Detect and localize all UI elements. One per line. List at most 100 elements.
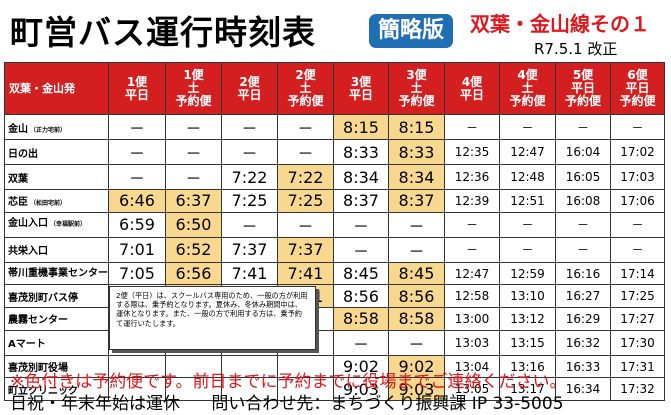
time-cell: 7:41 bbox=[221, 261, 278, 286]
stop-name: 金山 （正力宅前） bbox=[4, 114, 109, 140]
time-cell: 8:58 bbox=[388, 307, 445, 331]
time-cell: 17:03 bbox=[610, 164, 665, 190]
trip-number: 1便 bbox=[126, 74, 148, 89]
stop-label: 双葉 bbox=[8, 173, 28, 185]
time-cell: 17:25 bbox=[610, 284, 665, 309]
stop-label: 喜茂別町役場 bbox=[8, 363, 68, 375]
stop-sublabel: （松田宅前） bbox=[30, 200, 67, 208]
col-header-1: 1便 平日 bbox=[108, 62, 166, 115]
time-cell: 17:06 bbox=[610, 189, 665, 213]
time-cell: 17:32 bbox=[610, 377, 665, 402]
trip-type: 土 bbox=[299, 81, 312, 95]
edition-badge: 簡略版 bbox=[369, 14, 453, 48]
time-cell: － bbox=[108, 139, 166, 165]
time-cell: － bbox=[555, 211, 611, 238]
time-cell: 17:31 bbox=[610, 354, 665, 379]
time-cell: － bbox=[388, 236, 445, 263]
time-cell: 16:27 bbox=[555, 284, 611, 309]
time-cell: 6:50 bbox=[165, 211, 222, 238]
time-cell: 8:56 bbox=[333, 284, 389, 309]
time-cell: 8:34 bbox=[388, 164, 445, 190]
time-cell: 16:33 bbox=[555, 354, 611, 379]
time-cell: － bbox=[108, 164, 166, 190]
time-cell: － bbox=[165, 164, 222, 190]
trip-type: 土 bbox=[410, 81, 423, 95]
time-cell: － bbox=[444, 236, 500, 263]
corner-header: 双葉・金山発 bbox=[4, 62, 109, 115]
time-cell: 17:30 bbox=[610, 329, 665, 356]
time-cell: 13:03 bbox=[444, 329, 500, 356]
col-header-4: 2便土予約便 bbox=[277, 62, 334, 115]
time-cell: － bbox=[444, 114, 500, 140]
table-row: 喜茂別町バス停7:157:067:517:518:568:5612:5813:1… bbox=[4, 284, 665, 309]
time-cell: － bbox=[333, 236, 389, 263]
stop-sublabel: （幸福駅前） bbox=[50, 221, 87, 229]
trip-number: 2便 bbox=[239, 74, 260, 89]
time-cell: 17:14 bbox=[610, 261, 665, 286]
col-header-3: 2便 平日 bbox=[221, 62, 278, 115]
time-cell: － bbox=[277, 139, 334, 165]
time-cell: 7:41 bbox=[277, 261, 334, 286]
time-cell: 6:52 bbox=[165, 236, 222, 263]
table-row: 共栄入口 7:01 6:52 7:37 7:37 －－－－－－ bbox=[4, 236, 665, 263]
col-header-8: 4便土予約便 bbox=[499, 62, 556, 115]
table-row: 帯川重機事業センター 7:05 6:56 7:41 7:41 8:45 8:45 12:47 1… bbox=[4, 261, 665, 286]
time-cell: 16:29 bbox=[555, 307, 611, 331]
table-row: 農霧センター 8:58 8:58 13:00 13:12 16:29 17:27 bbox=[4, 307, 665, 331]
table-row: 日の出－－－－ 8:33 8:33 12:35 12:47 16:04 17:02 bbox=[4, 139, 665, 165]
stop-name: 共栄入口 bbox=[4, 236, 109, 263]
time-cell: 16:05 bbox=[555, 164, 611, 190]
trip-number: 1便 bbox=[183, 68, 204, 82]
time-cell: 8:56 bbox=[388, 284, 445, 309]
time-cell: 13:00 bbox=[444, 307, 500, 331]
trip-number: 3便 bbox=[350, 74, 372, 89]
trip-number: 3便 bbox=[406, 68, 427, 82]
time-cell: 12:47 bbox=[499, 139, 556, 165]
stop-name: 双葉 bbox=[4, 164, 109, 190]
contact-info: 問い合わせ先：まちづくり振興課 IP 33-5005 bbox=[211, 394, 564, 414]
timetable-header-row: 双葉・金山発 1便 平日 1便土予約便 2便 平日 2便土予約便 3便 平日 3便土予… bbox=[4, 62, 665, 115]
trip-type: 平日 bbox=[625, 81, 650, 95]
table-row: 双葉－－ 7:22 7:22 8:34 8:34 12:36 12:48 16:05 17:03 bbox=[4, 164, 665, 190]
trip-type: 平日 bbox=[459, 87, 484, 102]
time-cell: 7:25 bbox=[277, 189, 334, 213]
trip-type: 平日 bbox=[570, 81, 595, 95]
stop-label: 帯川重機事業センター bbox=[8, 268, 108, 280]
stop-name: 帯川重機事業センター bbox=[4, 261, 109, 286]
stop-name: 芯臣 （松田宅前） bbox=[4, 189, 109, 213]
time-cell: 16:04 bbox=[555, 139, 611, 165]
trip-extra: 予約便 bbox=[564, 94, 601, 108]
time-cell: 8:33 bbox=[388, 139, 445, 165]
stop-name: 農霧センター bbox=[4, 307, 109, 331]
stop-label: 芯臣 bbox=[8, 197, 28, 209]
col-header-10: 6便 平日 予約便 bbox=[610, 62, 665, 115]
time-cell: 13:12 bbox=[499, 307, 556, 331]
time-cell: 12:36 bbox=[444, 164, 500, 190]
time-cell: － bbox=[165, 114, 222, 140]
table-row: Aマート－－ 13:03 13:15 16:32 17:30 bbox=[4, 329, 665, 356]
time-cell: － bbox=[333, 329, 389, 356]
time-cell: － bbox=[221, 139, 278, 165]
time-cell: － bbox=[333, 211, 389, 238]
trip-extra: 予約便 bbox=[509, 94, 546, 108]
time-cell: － bbox=[555, 114, 611, 140]
stop-label: 金山 bbox=[8, 123, 28, 135]
time-cell: 17:27 bbox=[610, 307, 665, 331]
table-row: 金山入口 （幸福駅前） 6:59 6:50 －－－－－－－－ bbox=[4, 211, 665, 238]
time-cell: 6:59 bbox=[108, 211, 166, 238]
time-cell: 16:32 bbox=[555, 329, 611, 356]
table-row: 町立クリニック 9:03 9:03 13:05 13:17 16:34 17:32 bbox=[4, 377, 665, 402]
time-cell: － bbox=[499, 114, 556, 140]
time-cell: － bbox=[388, 211, 445, 238]
time-cell: 13:10 bbox=[499, 284, 556, 309]
time-cell: － bbox=[277, 114, 334, 140]
time-cell: － bbox=[108, 114, 166, 140]
time-cell: － bbox=[444, 211, 500, 238]
revision-date: R7.5.1 改正 bbox=[534, 40, 618, 58]
route-name: 双葉・金山線その１ bbox=[470, 12, 650, 36]
time-cell: 13:05 bbox=[444, 377, 500, 402]
time-cell: 6:37 bbox=[165, 189, 222, 213]
time-cell: 9:02 bbox=[388, 354, 445, 379]
time-cell: － bbox=[165, 139, 222, 165]
time-cell: 8:33 bbox=[333, 139, 389, 165]
